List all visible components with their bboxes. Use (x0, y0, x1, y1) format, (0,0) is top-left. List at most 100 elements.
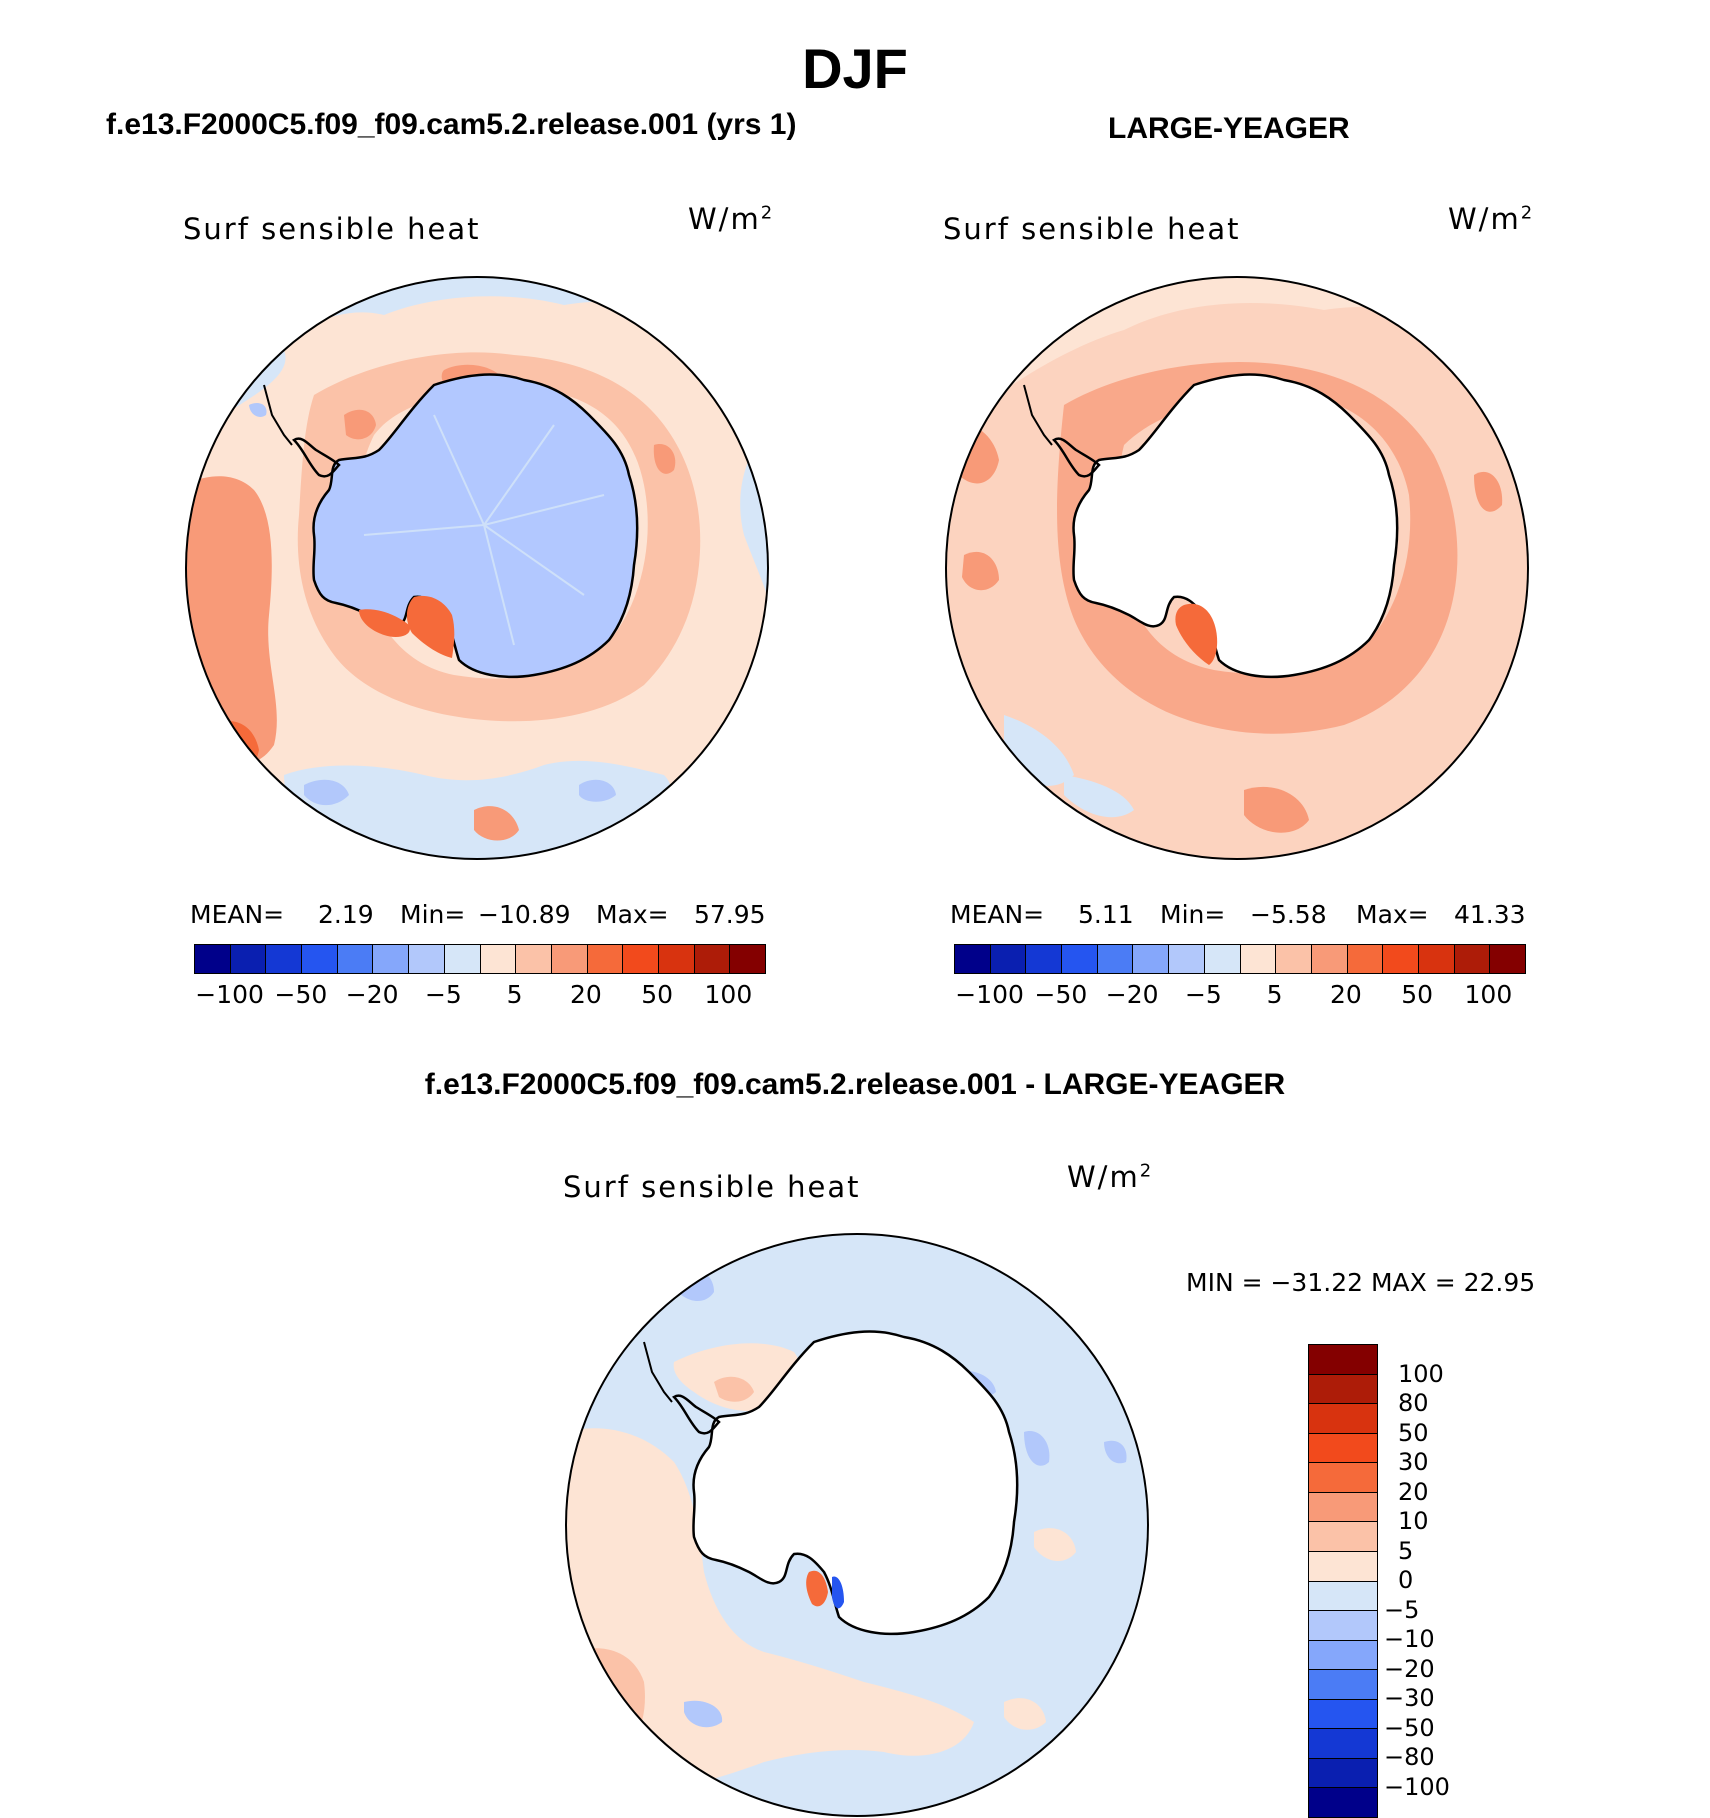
colorbar-cell (1309, 1611, 1377, 1641)
panel1-units: W/m2 (688, 202, 775, 236)
colorbar-tick-label: −5 (424, 980, 462, 1009)
panel2-mean-label: MEAN= (950, 900, 1045, 929)
colorbar-cell (1309, 1758, 1377, 1789)
colorbar-cell (1309, 1404, 1377, 1434)
colorbar-cell (1490, 945, 1525, 973)
colorbar-cell (587, 945, 624, 973)
colorbar-cell (1311, 945, 1348, 973)
colorbar-cell (230, 945, 267, 973)
colorbar-cell (1204, 945, 1241, 973)
panel1-positive-region (344, 409, 376, 440)
colorbar-cell (658, 945, 695, 973)
colorbar-tick-label: 0 (1398, 1566, 1414, 1594)
panel1-title: f.e13.F2000C5.f09_f09.cam5.2.release.001… (106, 108, 797, 141)
colorbar-tick-label: −50 (1384, 1713, 1435, 1742)
panel3-antarctica (692, 1330, 1019, 1636)
colorbar-tick-label: 80 (1398, 1389, 1429, 1417)
difference-title: f.e13.F2000C5.f09_f09.cam5.2.release.001… (424, 1068, 1286, 1101)
panel3-peninsula (672, 1394, 721, 1435)
colorbar-cell (373, 945, 410, 973)
panel3-positive-region (806, 1570, 828, 1607)
colorbar-cell (480, 945, 517, 973)
colorbar-tick-label: 5 (1266, 980, 1283, 1009)
colorbar-tick-label: 5 (506, 980, 523, 1009)
colorbar-cell (1133, 945, 1170, 973)
panel3-positive-region (1004, 1698, 1046, 1730)
colorbar-cell (1309, 1640, 1377, 1671)
colorbar-tick-label: −20 (1105, 980, 1159, 1009)
colorbar-cell (1026, 945, 1063, 973)
panel3-units: W/m2 (1067, 1160, 1154, 1194)
panel3-variable-label: Surf sensible heat (563, 1170, 861, 1204)
colorbar-tick-label: 20 (569, 980, 602, 1009)
colorbar-tick-label: −100 (1384, 1772, 1450, 1801)
panel2-units: W/m2 (1448, 202, 1535, 236)
colorbar-tick-label: 10 (1398, 1507, 1429, 1535)
panel1-colorbar (194, 944, 766, 974)
colorbar-tick-label: −100 (195, 980, 264, 1009)
figure-title: DJF (802, 37, 908, 100)
panel1-max-label: Max= (596, 900, 669, 929)
colorbar-tick-label: −100 (955, 980, 1024, 1009)
colorbar-tick-label: 50 (641, 980, 674, 1009)
colorbar-tick-label: −5 (1384, 1595, 1420, 1624)
colorbar-cell (337, 945, 374, 973)
colorbar-cell (1383, 945, 1419, 973)
colorbar-cell (1309, 1729, 1377, 1759)
panel1-negative-region (249, 403, 267, 417)
colorbar-cell (551, 945, 588, 973)
colorbar-cell (1240, 945, 1277, 973)
colorbar-cell (1309, 1551, 1377, 1582)
panel2-peninsula (1052, 437, 1101, 478)
panel3-negative-region (832, 1576, 844, 1609)
panel3-polar-map (565, 1233, 1149, 1817)
colorbar-tick-label: 5 (1398, 1536, 1414, 1565)
panel1-polar-map (185, 276, 769, 860)
panel2-mean-value: 5.11 (1078, 900, 1134, 929)
colorbar-tick-label: 30 (1398, 1448, 1429, 1476)
colorbar-tick-label: −20 (345, 980, 399, 1009)
colorbar-cell (1309, 1433, 1377, 1464)
panel1-positive-region (653, 444, 676, 474)
panel2-positive-region (1175, 603, 1218, 665)
colorbar-cell (195, 945, 231, 973)
panel2-positive-region (1244, 786, 1309, 833)
colorbar-cell (1418, 945, 1455, 973)
colorbar-cell (1309, 1522, 1377, 1552)
panel1-min-value: −10.89 (478, 900, 571, 929)
colorbar-cell (266, 945, 303, 973)
colorbar-cell (730, 945, 765, 973)
panel1-positive-region (406, 595, 455, 658)
panel2-negative-region (1064, 775, 1134, 818)
panel3-colorbar (1308, 1344, 1378, 1818)
colorbar-cell (1062, 945, 1098, 973)
panel2-min-value: −5.58 (1250, 900, 1327, 929)
colorbar-tick-label: 50 (1398, 1418, 1429, 1447)
colorbar-tick-label: −5 (1184, 980, 1222, 1009)
colorbar-cell (990, 945, 1027, 973)
panel1-variable-label: Surf sensible heat (183, 212, 481, 246)
colorbar-tick-label: −30 (1384, 1684, 1435, 1712)
panel3-positive-region (566, 1428, 974, 1792)
panel2-variable-label: Surf sensible heat (943, 212, 1241, 246)
colorbar-tick-label: −20 (1384, 1654, 1435, 1683)
panel2-colorbar (954, 944, 1526, 974)
colorbar-cell (1309, 1581, 1377, 1612)
colorbar-cell (623, 945, 659, 973)
colorbar-cell (516, 945, 552, 973)
colorbar-cell (302, 945, 338, 973)
panel2-title: LARGE-YEAGER (1108, 112, 1350, 145)
colorbar-tick-label: −10 (1384, 1625, 1435, 1653)
panel1-negative-region (579, 779, 616, 802)
panel2-max-label: Max= (1356, 900, 1429, 929)
panel1-mean-value: 2.19 (318, 900, 374, 929)
panel1-peninsula (263, 384, 293, 446)
panel3-minmax: MIN = −31.22 MAX = 22.95 (1186, 1268, 1536, 1297)
colorbar-tick-label: −80 (1384, 1743, 1435, 1771)
colorbar-cell (1309, 1374, 1377, 1405)
colorbar-cell (955, 945, 991, 973)
colorbar-cell (1097, 945, 1134, 973)
colorbar-cell (1309, 1463, 1377, 1493)
colorbar-tick-label: 20 (1398, 1477, 1429, 1506)
panel2-antarctica (1072, 373, 1399, 679)
